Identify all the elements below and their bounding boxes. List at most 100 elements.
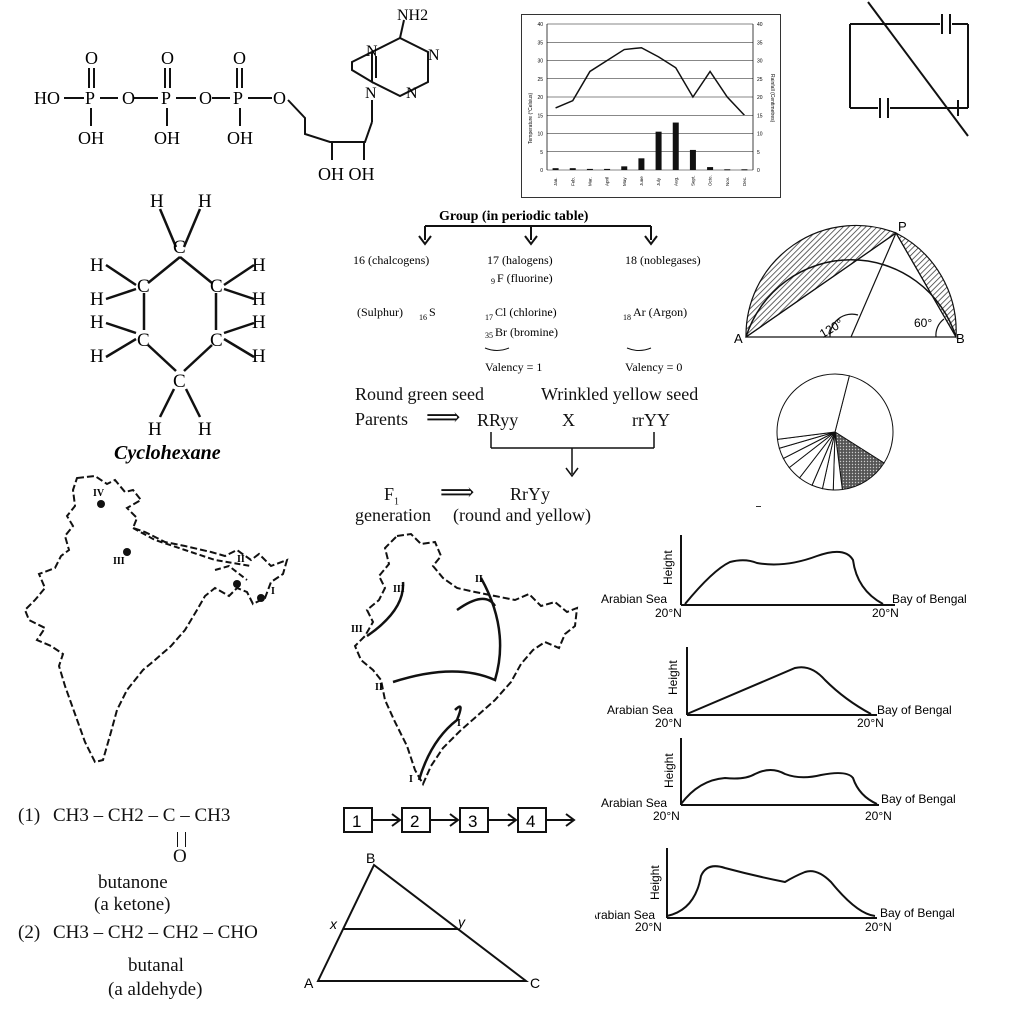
- argon-label: Ar (Argon): [633, 305, 687, 319]
- climate-month-label: July: [656, 177, 661, 186]
- atp-ho: HO: [34, 88, 60, 108]
- wrinkled-yellow-seed: Wrinkled yellow seed: [541, 384, 699, 404]
- rainfall-bar: [569, 168, 576, 170]
- bromine-number: 35: [485, 331, 493, 340]
- chlorine-number: 17: [485, 313, 493, 322]
- cyclo-h9: H: [252, 312, 266, 333]
- climate-ytick-left: 30: [537, 59, 543, 65]
- temperature-line: [555, 46, 745, 116]
- cyclo-c4: C: [137, 330, 150, 351]
- cyclohexane-name: Cyclohexane: [114, 442, 221, 464]
- climate-ytick-left: 40: [537, 22, 543, 28]
- sequence-box-1: 1: [352, 812, 361, 831]
- triangle-b: B: [366, 850, 375, 866]
- climate-ylabel-right: Rainfall (Centimetres): [769, 74, 775, 123]
- rainfall-bar: [586, 168, 593, 170]
- fluorine-number: 9: [491, 277, 495, 286]
- cyclo-c2: C: [137, 276, 150, 297]
- climate-month-label: Feb.: [570, 177, 575, 186]
- map2-label-ii-a: II: [475, 574, 483, 585]
- profile-1-lat-right: 20°N: [872, 606, 899, 620]
- atp-n3: N: [406, 85, 418, 102]
- profile-2: Height Arabian Sea Bay of Bengal 20°N 20…: [607, 647, 952, 730]
- climate-ytick-left: 10: [537, 132, 543, 138]
- periodic-group-diagram: Group (in periodic table) 16 (chalcogens…: [353, 209, 701, 374]
- butanone-formula: CH3 – CH2 – C – CH3: [53, 805, 231, 826]
- profile-3-arabian: Arabian Sea: [601, 796, 667, 810]
- round-yellow-label: (round and yellow): [453, 505, 591, 525]
- climate-ytick-left: 5: [540, 150, 543, 156]
- rainfall-bar: [655, 131, 662, 170]
- rainfall-bar: [724, 169, 731, 171]
- point-b: B: [956, 331, 965, 345]
- semicircle-diagram: P A B 120° 60°: [734, 219, 965, 345]
- map2-label-i-a: I: [457, 718, 461, 729]
- bromine-label: Br (bromine): [495, 325, 558, 339]
- sequence-box-3: 3: [468, 812, 477, 831]
- atp-oh1: OH: [78, 128, 104, 148]
- atp-oh3: OH: [227, 128, 253, 148]
- triangle-diagram: B A C x y: [304, 850, 540, 991]
- cyclo-h1: H: [150, 191, 164, 212]
- climate-month-label: June: [639, 176, 644, 186]
- cyclo-h7: H: [90, 312, 104, 333]
- atp-o3: O: [273, 88, 286, 108]
- profile-4-bengal: Bay of Bengal: [880, 906, 955, 920]
- parents-label: Parents: [355, 409, 408, 429]
- profile-1-lat-left: 20°N: [655, 606, 682, 620]
- profile-1: Height Arabian Sea Bay of Bengal 20°N 20…: [601, 535, 967, 620]
- climate-ytick-right: 30: [757, 59, 763, 65]
- rainfall-bar: [672, 122, 679, 170]
- climate-chart: 0 0 5 5 10 10 15 15 20 20 25 25 30 30 35 35 40 40 Jan. Feb.…: [528, 22, 775, 186]
- cyclo-h3: H: [90, 255, 104, 276]
- climate-month-label: Jan.: [553, 177, 558, 186]
- f-subscript: 1: [394, 496, 400, 508]
- profile-1-bengal: Bay of Bengal: [892, 592, 967, 606]
- cyclo-c5: C: [210, 330, 223, 351]
- group-16: 16 (chalcogens): [353, 253, 429, 267]
- sequence-box-4: 4: [526, 812, 535, 831]
- profile-1-arabian: Arabian Sea: [601, 592, 667, 606]
- cross-symbol: X: [562, 410, 575, 430]
- climate-ytick-right: 20: [757, 95, 763, 101]
- group-17: 17 (halogens): [487, 253, 553, 267]
- cyclo-h2: H: [198, 191, 212, 212]
- climate-month-label: Aug.: [673, 177, 678, 186]
- climate-ytick-left: 15: [537, 113, 543, 119]
- valency-zero: Valency = 0: [625, 360, 682, 374]
- climate-ytick-right: 0: [757, 168, 760, 174]
- map1-label-iii: III: [113, 556, 125, 567]
- map2-label-i-b: I: [409, 774, 413, 785]
- cyclohexane-structure: C C C C C C H H H H H H H H H H H H Cycl…: [90, 191, 266, 464]
- atp-structure: HO P O P O P O O O O OH OH OH OH OH NH2 …: [34, 7, 440, 184]
- profile-3-bengal: Bay of Bengal: [881, 792, 956, 806]
- f-letter: F: [384, 484, 395, 504]
- rainfall-bar: [741, 169, 748, 171]
- butanal-class: (a aldehyde): [108, 979, 203, 1000]
- point-a: A: [734, 331, 743, 345]
- angle-60: 60°: [914, 316, 932, 330]
- map2-label-iii-b: III: [351, 624, 363, 635]
- butanone-class: (a ketone): [94, 894, 171, 915]
- triangle-x: x: [329, 916, 338, 932]
- rainfall-bar: [707, 167, 714, 170]
- profile-3-height: Height: [662, 753, 676, 788]
- carbonyl-double-bond: [177, 832, 186, 847]
- map1-point-i: [257, 594, 265, 602]
- pie-slice: [776, 373, 850, 440]
- generation-label: generation: [355, 505, 431, 525]
- parents-arrow: ⟹: [426, 405, 461, 431]
- atp-n2: N: [428, 47, 440, 64]
- cyclo-h10: H: [252, 346, 266, 367]
- butanal-name: butanal: [128, 955, 184, 976]
- climate-month-label: Sept.: [690, 175, 695, 186]
- atp-o-top3: O: [233, 48, 246, 68]
- cyclo-h8: H: [90, 346, 104, 367]
- climate-ylabel-left: Temperature (°Celsius): [528, 92, 534, 144]
- rainfall-bar: [552, 168, 559, 170]
- cyclo-h12: H: [198, 419, 212, 440]
- triangle-a: A: [304, 975, 314, 991]
- stray-dash: [756, 506, 761, 507]
- climate-month-label: Dec.: [742, 177, 747, 186]
- map1-label-ii: II: [237, 554, 245, 565]
